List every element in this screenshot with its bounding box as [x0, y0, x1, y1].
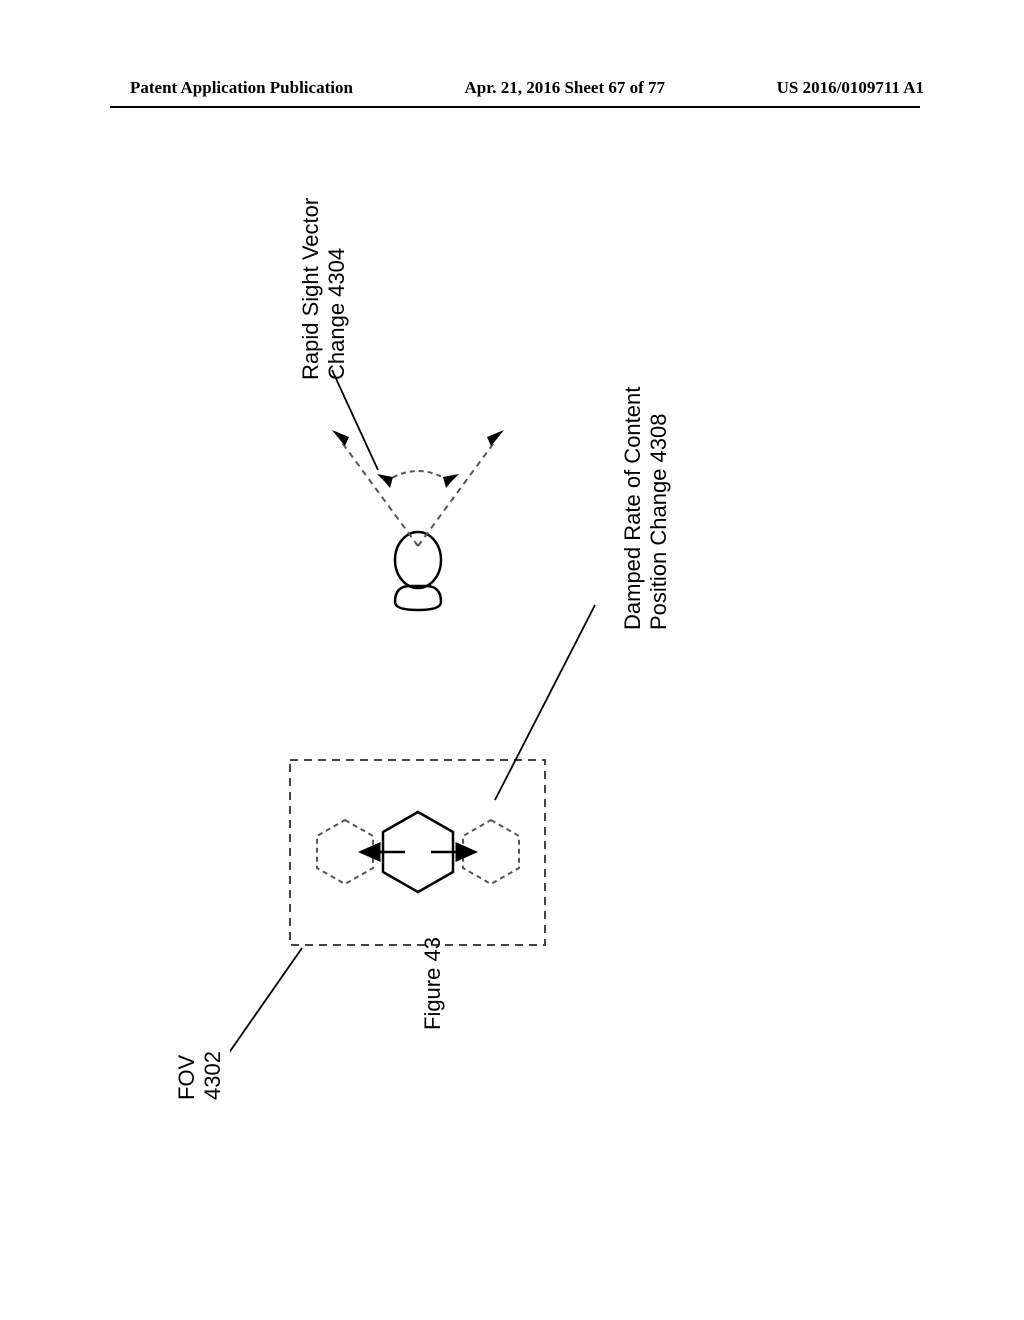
sight-vector-left	[340, 440, 418, 546]
fov-box	[290, 760, 545, 945]
label-damped-line2: Position Change 4308	[646, 414, 672, 631]
leader-damped	[495, 605, 595, 800]
leader-rapid	[332, 370, 378, 470]
diagram-svg	[230, 260, 790, 1060]
figure-diagram: Rapid Sight Vector Change 4304 Damped Ra…	[230, 260, 790, 1060]
header-left: Patent Application Publication	[130, 78, 353, 98]
label-fov-line1: FOV	[174, 1055, 200, 1100]
label-fov-line2: 4302	[200, 1051, 226, 1100]
body-icon	[395, 586, 441, 610]
page-header: Patent Application Publication Apr. 21, …	[0, 78, 1024, 98]
figure-caption: Figure 43	[420, 937, 446, 1030]
label-damped-line1: Damped Rate of Content	[620, 387, 646, 630]
head-icon	[395, 532, 441, 588]
arrowhead-right	[487, 430, 504, 446]
leader-fov	[230, 948, 302, 1060]
sight-vector-right	[418, 440, 496, 546]
sight-change-arc	[385, 471, 451, 482]
arrowhead-arc-left	[377, 474, 393, 488]
header-rule	[110, 106, 920, 108]
label-rapid-line1: Rapid Sight Vector	[298, 198, 324, 380]
arrowhead-arc-right	[443, 474, 459, 488]
header-center: Apr. 21, 2016 Sheet 67 of 77	[465, 78, 666, 98]
label-rapid-line2: Change 4304	[324, 248, 350, 380]
header-right: US 2016/0109711 A1	[777, 78, 924, 98]
arrowhead-left	[332, 430, 349, 446]
